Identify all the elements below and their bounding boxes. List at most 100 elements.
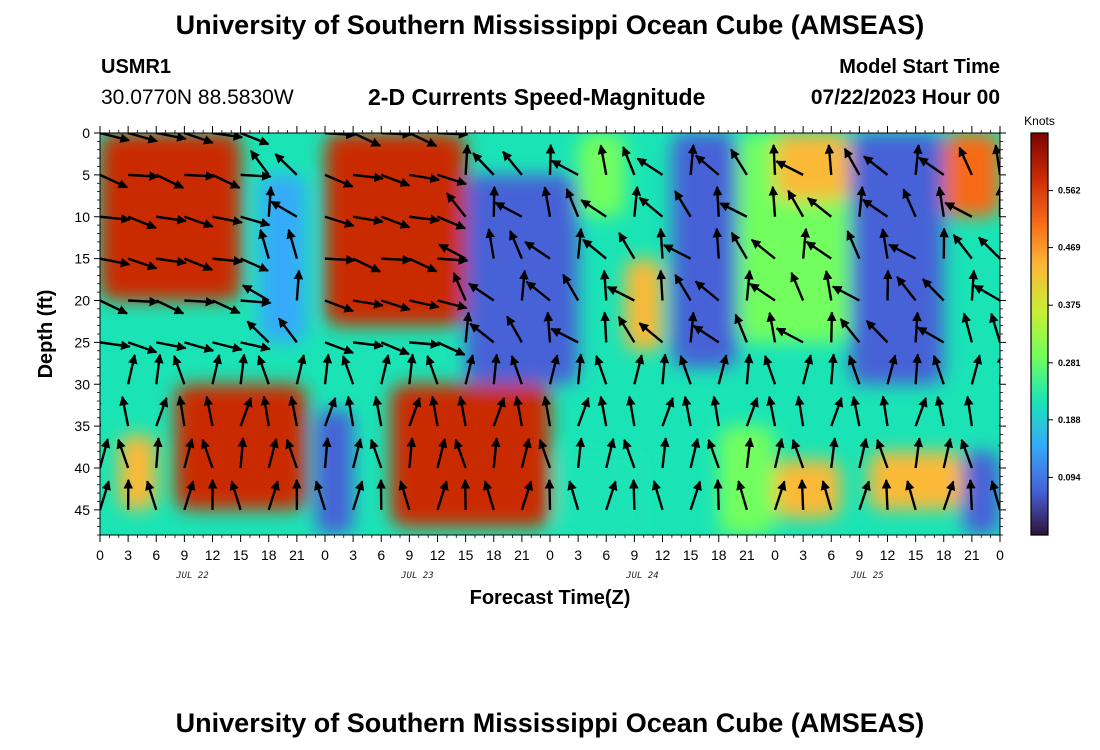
- current-vector: [240, 297, 272, 308]
- current-vector: [494, 201, 523, 218]
- current-vector: [736, 480, 749, 511]
- current-vector: [605, 480, 618, 511]
- current-vector: [941, 133, 944, 134]
- current-vector: [661, 397, 675, 427]
- current-vector: [618, 232, 636, 260]
- current-vector: [398, 480, 411, 511]
- current-vector: [656, 227, 666, 259]
- current-vector: [260, 395, 271, 427]
- current-vector: [211, 354, 222, 385]
- current-vector: [820, 480, 833, 511]
- current-vector: [352, 257, 382, 273]
- model-start-value: 07/22/2023 Hour 00: [810, 86, 1000, 109]
- current-vector: [240, 133, 270, 146]
- x-tick-label: 9: [630, 547, 638, 563]
- current-vector: [183, 438, 195, 469]
- current-vector: [856, 133, 860, 135]
- current-vector: [525, 280, 551, 302]
- x-tick-label: 15: [908, 547, 924, 563]
- current-vector: [790, 271, 805, 301]
- current-vector: [172, 355, 186, 385]
- current-vector: [879, 228, 889, 259]
- current-vector: [660, 437, 670, 469]
- current-vector: [437, 173, 467, 186]
- current-vector: [935, 186, 946, 217]
- current-vector: [351, 437, 364, 469]
- current-vector: [324, 341, 355, 355]
- current-vector: [324, 254, 356, 265]
- current-vector: [550, 159, 579, 176]
- current-vector: [127, 133, 158, 144]
- current-vector: [258, 228, 270, 259]
- x-tick-label: 18: [486, 547, 502, 563]
- current-vector: [805, 240, 832, 260]
- speed-region-low: [962, 451, 1000, 535]
- current-vector: [773, 133, 775, 134]
- current-vector: [502, 150, 523, 176]
- current-vector: [828, 353, 838, 385]
- current-vector: [622, 438, 636, 469]
- current-vector: [513, 395, 524, 427]
- current-vector: [127, 215, 157, 230]
- current-vector: [183, 215, 214, 229]
- current-vector: [944, 201, 973, 218]
- speed-region-low: [465, 174, 579, 385]
- current-vector: [520, 480, 534, 511]
- current-vector: [856, 185, 867, 217]
- station-id: USMR1: [101, 56, 172, 78]
- x-tick-label: 3: [799, 547, 807, 563]
- current-vector: [156, 341, 187, 352]
- current-vector: [713, 478, 723, 510]
- current-vector: [801, 354, 814, 385]
- plot-area: [100, 133, 1000, 535]
- x-tick-label: 12: [430, 547, 446, 563]
- y-tick-label: 20: [74, 293, 90, 309]
- current-vector: [567, 480, 580, 511]
- current-vector: [830, 397, 844, 427]
- current-vector: [184, 296, 216, 307]
- current-vector: [452, 272, 467, 301]
- colorbar-tick-label: 0.281: [1058, 358, 1081, 368]
- current-vector: [717, 354, 729, 385]
- current-vector: [824, 144, 835, 175]
- colorbar-gradient: [1030, 132, 1049, 536]
- current-vector: [961, 312, 974, 343]
- current-vector: [145, 480, 158, 511]
- current-vector: [548, 354, 560, 385]
- current-vector: [322, 353, 333, 385]
- current-vector: [997, 133, 1000, 134]
- current-vector: [286, 228, 299, 259]
- current-vector: [914, 397, 928, 427]
- current-vector: [406, 353, 417, 385]
- x-tick-label: 12: [655, 547, 671, 563]
- current-vector: [651, 480, 664, 511]
- current-vector: [659, 353, 670, 385]
- current-vector: [100, 380, 102, 385]
- colorbar-tick-label: 0.469: [1058, 243, 1081, 253]
- current-vector: [905, 480, 917, 511]
- current-vector: [541, 395, 552, 427]
- current-vector: [184, 171, 216, 181]
- current-vector: [472, 152, 495, 176]
- current-vector: [240, 171, 272, 181]
- current-vector: [881, 478, 892, 510]
- current-vector: [409, 339, 441, 349]
- current-vector: [457, 395, 467, 427]
- current-vector: [775, 160, 804, 176]
- current-vector: [464, 354, 476, 385]
- current-vector: [958, 146, 973, 176]
- chart-subtitle: 2-D Currents Speed-Magnitude: [368, 84, 706, 110]
- current-vector: [689, 437, 701, 469]
- current-vector: [914, 133, 916, 134]
- x-tick-label: 6: [602, 547, 610, 563]
- x-tick-label: 9: [180, 547, 188, 563]
- current-vector: [408, 133, 438, 148]
- colorbar-tick-label: 0.188: [1058, 415, 1081, 425]
- x-tick-label: 18: [711, 547, 727, 563]
- current-vector: [550, 327, 579, 344]
- current-vector: [638, 322, 664, 344]
- date-label: JUL 22: [175, 571, 209, 581]
- current-vector: [712, 227, 723, 259]
- current-vector: [203, 395, 214, 427]
- current-vector: [850, 395, 861, 427]
